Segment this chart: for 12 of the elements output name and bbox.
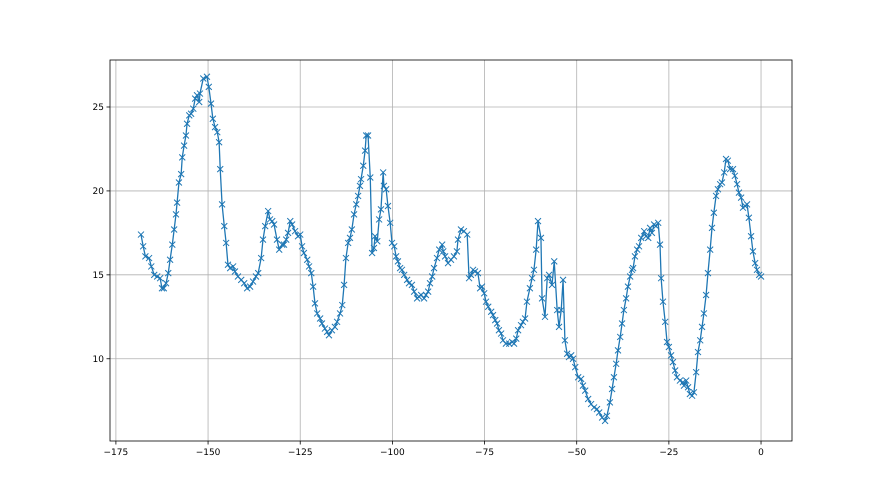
x-tick-label: −150 [196, 448, 221, 458]
x-tick-label: −175 [104, 448, 128, 458]
x-tick-label: −100 [380, 448, 406, 458]
x-tick-label: −125 [288, 448, 313, 458]
x-tick-label: 0 [758, 448, 764, 458]
x-tick-label: −25 [659, 448, 678, 458]
x-tick-label: −50 [567, 448, 586, 458]
y-tick-label: 10 [92, 354, 104, 365]
x-tick-label: −75 [475, 448, 494, 458]
y-tick-label: 20 [92, 187, 104, 198]
y-tick-label: 15 [92, 270, 104, 281]
y-tick-label: 25 [92, 103, 104, 114]
